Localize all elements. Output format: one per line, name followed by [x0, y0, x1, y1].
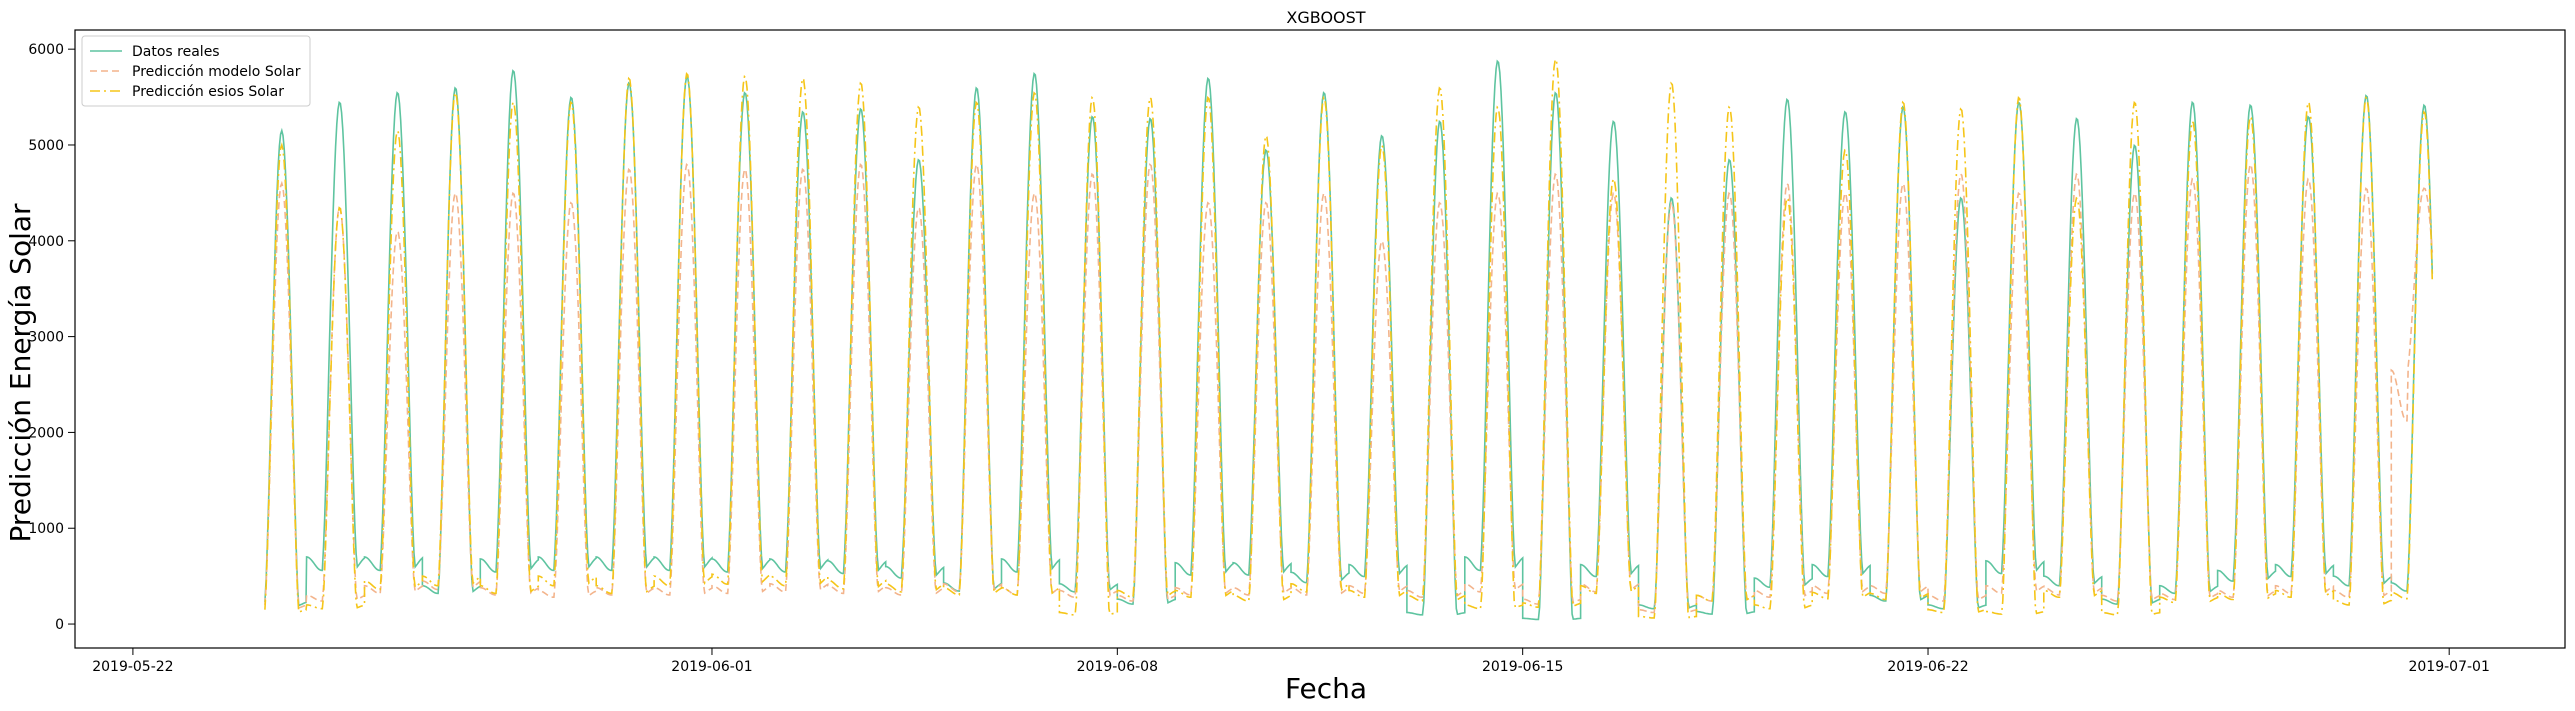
y-tick-label: 1000: [28, 521, 64, 537]
y-axis-label: Predicción Energía Solar: [4, 203, 37, 543]
x-tick-label: 2019-07-01: [2408, 659, 2489, 675]
series-line-2: [264, 57, 2434, 619]
legend-label: Datos reales: [132, 44, 220, 60]
x-axis-label: Fecha: [1285, 672, 1367, 705]
y-axis-ticks: 0 1000 2000 3000 4000 5000 6000: [28, 42, 75, 633]
x-tick-label: 2019-05-22: [92, 659, 173, 675]
legend-box: [81, 35, 311, 107]
y-tick-label: 6000: [28, 42, 64, 58]
series-line-1: [264, 163, 2434, 614]
x-tick-label: 2019-06-01: [671, 659, 752, 675]
legend: Datos reales Predicción modelo Solar Predi…: [81, 35, 311, 107]
y-tick-label: 0: [55, 617, 64, 633]
x-tick-label: 2019-06-08: [1077, 659, 1158, 675]
chart-title: XGBOOST: [1286, 8, 1365, 27]
plot-area: [264, 57, 2434, 621]
y-tick-label: 4000: [28, 234, 64, 250]
y-tick-label: 5000: [28, 138, 64, 154]
x-tick-label: 2019-06-22: [1887, 659, 1968, 675]
y-tick-label: 3000: [28, 330, 64, 346]
series-line-0: [264, 59, 2434, 621]
x-axis-ticks: 2019-05-22 2019-06-01 2019-06-08 2019-06-15…: [92, 648, 2490, 675]
y-tick-label: 2000: [28, 425, 64, 441]
plot-frame: [74, 29, 2566, 649]
legend-label: Predicción modelo Solar: [132, 64, 301, 80]
x-tick-label: 2019-06-15: [1482, 659, 1563, 675]
legend-label: Predicción esios Solar: [132, 84, 284, 100]
